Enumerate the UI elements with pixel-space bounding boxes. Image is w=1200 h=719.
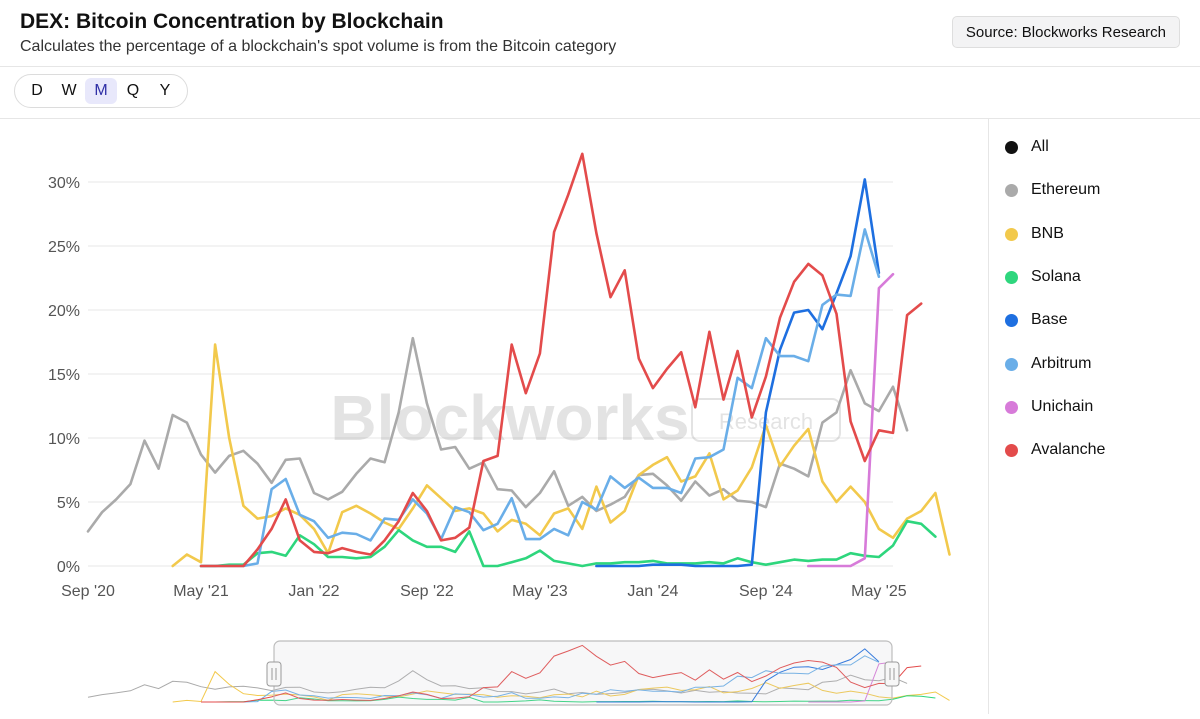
period-selector: D W M Q Y bbox=[14, 74, 188, 108]
x-tick-label: May '25 bbox=[851, 583, 907, 600]
handle-grip[interactable] bbox=[266, 661, 282, 687]
series-line-ethereum bbox=[86, 336, 909, 533]
legend-dot-ethereum bbox=[1005, 183, 1018, 197]
chart-subtitle: Calculates the percentage of a blockchai… bbox=[20, 38, 617, 55]
series-line-unichain bbox=[806, 272, 895, 568]
navigator-selection[interactable] bbox=[273, 640, 893, 706]
legend-label-solana: Solana bbox=[1031, 268, 1081, 285]
legend-dot-solana bbox=[1005, 270, 1018, 284]
navigator-right-handle[interactable] bbox=[884, 661, 900, 687]
navigator-line-base bbox=[596, 648, 880, 703]
series-line-solana bbox=[199, 519, 937, 568]
series-lines bbox=[86, 152, 951, 568]
legend-item-avalanche[interactable]: Avalanche bbox=[1005, 439, 1105, 461]
navigator-left-handle[interactable] bbox=[266, 661, 282, 687]
legend-item-unichain[interactable]: Unichain bbox=[1005, 396, 1093, 418]
range-navigator bbox=[87, 640, 950, 706]
legend-dot-all bbox=[1005, 140, 1018, 154]
legend-dot-unichain bbox=[1005, 400, 1018, 414]
chart-header: DEX: Bitcoin Concentration by Blockchain… bbox=[0, 0, 1200, 67]
watermark-brand: Blockworks bbox=[330, 382, 689, 454]
grid-lines bbox=[88, 181, 893, 567]
period-button-d[interactable]: D bbox=[31, 82, 43, 99]
x-tick-label: May '21 bbox=[173, 583, 229, 600]
y-tick-label: 0% bbox=[57, 559, 80, 576]
navigator-line-avalanche bbox=[201, 644, 922, 703]
series-line-base bbox=[595, 178, 881, 568]
line-chart: Blockworks Research 0%5%10%15%20%25%30% … bbox=[48, 152, 951, 706]
x-tick-label: Jan '24 bbox=[627, 583, 678, 600]
y-tick-label: 10% bbox=[48, 431, 80, 448]
x-tick-label: Sep '22 bbox=[400, 583, 454, 600]
legend-dot-bnb bbox=[1005, 227, 1018, 241]
legend-item-base[interactable]: Base bbox=[1005, 309, 1067, 331]
y-tick-label: 30% bbox=[48, 175, 80, 192]
series-line-arbitrum bbox=[199, 228, 881, 568]
period-button-w[interactable]: W bbox=[61, 82, 77, 99]
handle-grip[interactable] bbox=[884, 661, 900, 687]
legend-label-arbitrum: Arbitrum bbox=[1031, 355, 1092, 372]
legend-dot-base bbox=[1005, 313, 1018, 327]
x-tick-label: Jan '22 bbox=[288, 583, 339, 600]
y-tick-label: 25% bbox=[48, 239, 80, 256]
y-tick-label: 20% bbox=[48, 303, 80, 320]
legend-label-bnb: BNB bbox=[1031, 225, 1064, 242]
x-tick-label: Sep '24 bbox=[739, 583, 793, 600]
period-toolbar: D W M Q Y bbox=[0, 66, 1200, 119]
legend-label-all: All bbox=[1031, 138, 1049, 155]
x-tick-label: Sep '20 bbox=[61, 583, 115, 600]
legend-item-ethereum[interactable]: Ethereum bbox=[1005, 179, 1100, 201]
legend-item-solana[interactable]: Solana bbox=[1005, 266, 1081, 288]
y-tick-label: 5% bbox=[57, 495, 80, 512]
chart-area: Blockworks Research 0% 5% 10% 15% 20% 25% 30% … bbox=[0, 119, 988, 714]
navigator-line-unichain bbox=[808, 661, 894, 703]
legend-label-ethereum: Ethereum bbox=[1031, 181, 1101, 198]
legend-label-unichain: Unichain bbox=[1031, 398, 1094, 415]
series-line-avalanche bbox=[199, 152, 923, 568]
legend-item-bnb[interactable]: BNB bbox=[1005, 223, 1064, 245]
source-button[interactable]: Source: Blockworks Research bbox=[951, 16, 1180, 48]
legend-dot-avalanche bbox=[1005, 443, 1018, 457]
period-button-y[interactable]: Y bbox=[159, 82, 171, 99]
legend-dot-arbitrum bbox=[1005, 357, 1018, 371]
y-axis-ticks: 0% 5% 10% 15% 20% 25% 30% bbox=[48, 175, 80, 576]
legend-label-avalanche: Avalanche bbox=[1031, 441, 1106, 458]
y-tick-label: 15% bbox=[48, 367, 80, 384]
legend-label-base: Base bbox=[1031, 311, 1068, 328]
x-axis-ticks: Sep '20 May '21 Jan '22 Sep '22 May '23 Jan '… bbox=[61, 583, 907, 600]
period-button-m[interactable]: M bbox=[85, 78, 117, 104]
period-button-q[interactable]: Q bbox=[126, 82, 140, 99]
navigator-line-ethereum bbox=[87, 670, 908, 698]
watermark-tag-box bbox=[691, 398, 841, 442]
navigator-line-arbitrum bbox=[201, 655, 880, 703]
legend-item-all[interactable]: All bbox=[1005, 136, 1049, 158]
legend-item-arbitrum[interactable]: Arbitrum bbox=[1005, 353, 1091, 375]
x-tick-label: May '23 bbox=[512, 583, 568, 600]
chart-title: DEX: Bitcoin Concentration by Blockchain bbox=[20, 10, 444, 33]
legend: All Ethereum BNB Solana Base Arbitrum Un… bbox=[988, 119, 1200, 714]
